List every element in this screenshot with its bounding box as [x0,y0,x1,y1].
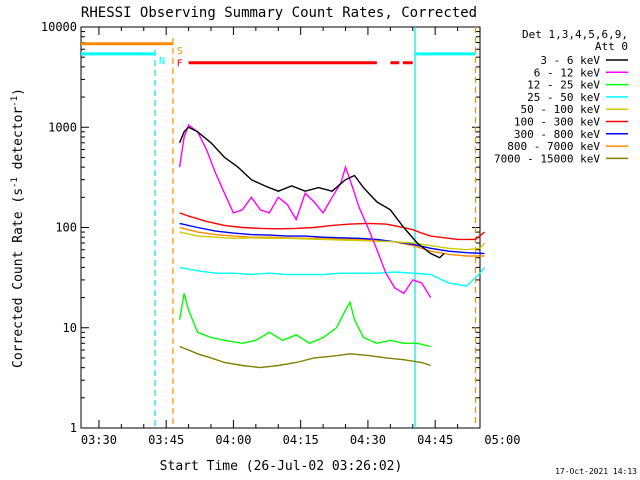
series-line-6-12-kev [178,123,432,298]
x-tick-label: 04:45 [417,433,453,447]
flag-label-F: F [177,59,183,70]
y-axis-label-main: Corrected Count Rate (s [11,188,26,368]
y-axis-label-mid: detector [11,107,26,178]
legend-label: 3 - 6 keV [540,54,600,67]
series-line-3-6-kev [178,126,445,259]
y-tick-label: 10 [63,321,77,335]
x-axis-label: Start Time (26-Jul-02 03:26:02) [160,459,403,474]
legend-label: 800 - 7000 keV [507,140,600,153]
x-tick-label: 04:15 [283,433,319,447]
y-axis-ticks: 1 10 100 1000 10000 [41,20,480,435]
legend-label: 100 - 300 keV [514,116,600,129]
plot-frame [80,26,481,429]
x-tick-label: 04:00 [215,433,251,447]
series-layer [178,123,486,369]
legend-label: 6 - 12 keV [534,66,601,79]
flag-label-S: S [177,46,183,57]
y-axis-label-sup1: -1 [10,177,20,188]
legend-label: 25 - 50 keV [527,91,600,104]
series-line-100-300-kev [179,212,485,241]
x-tick-label: 03:45 [148,433,184,447]
observing-flags: S N F [81,42,476,70]
y-tick-label: 1 [70,421,77,435]
legend-label: 50 - 100 keV [521,103,601,116]
y-tick-label: 1000 [48,120,77,134]
legend-label: 12 - 25 keV [527,79,600,92]
series-line-7000-15000-kev [179,345,431,369]
series-line-12-25-kev [178,293,431,348]
flag-label-N: N [159,56,165,67]
y-tick-label: 100 [55,221,77,235]
chart-title: RHESSI Observing Summary Count Rates, Co… [81,5,477,21]
x-tick-label: 03:30 [81,433,117,447]
series-line-300-800-kev [179,222,485,255]
series-line-25-50-kev [179,266,486,287]
y-tick-label: 10000 [41,20,77,34]
series-line-50-100-kev [179,231,486,251]
x-tick-label: 05:00 [484,433,520,447]
x-axis-ticks: 03:30 03:45 04:00 04:15 04:30 04:45 05:00 [81,27,520,447]
y-axis-label: Corrected Count Rate (s-1 detector-1) [10,88,26,368]
y-axis-label-end: ) [11,88,26,96]
legend-label: 7000 - 15000 keV [494,152,600,165]
legend-header-1: Det 1,3,4,5,6,9, [522,28,628,41]
legend-label: 300 - 800 keV [514,128,600,141]
series-line-800-7000-kev [179,226,485,257]
y-axis-label-sup2: -1 [10,96,20,107]
x-tick-label: 04:30 [350,433,386,447]
timestamp: 17-Oct-2021 14:13 [555,467,637,476]
legend-header-2: Att 0 [595,40,628,53]
